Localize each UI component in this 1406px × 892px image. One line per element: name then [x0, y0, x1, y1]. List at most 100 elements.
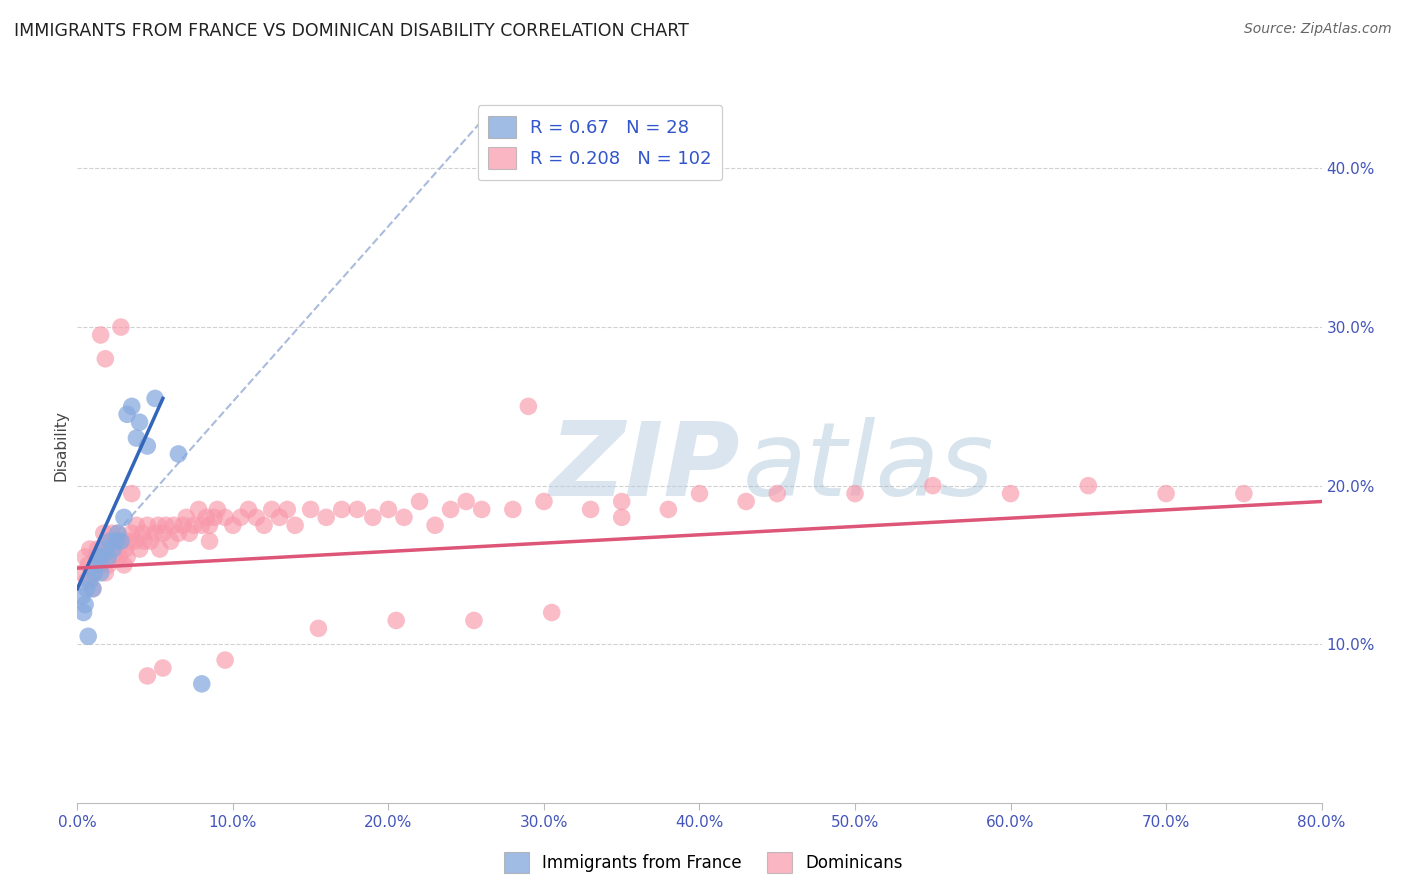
Point — [152, 661, 174, 675]
Point — [77, 629, 100, 643]
Y-axis label: Disability: Disability — [53, 410, 69, 482]
Point — [101, 542, 124, 557]
Point — [610, 494, 633, 508]
Point — [152, 526, 174, 541]
Point — [83, 566, 105, 580]
Point — [385, 614, 408, 628]
Legend: Immigrants from France, Dominicans: Immigrants from France, Dominicans — [496, 846, 910, 880]
Point — [921, 478, 943, 492]
Point — [75, 598, 97, 612]
Point — [139, 534, 162, 549]
Text: atlas: atlas — [742, 417, 994, 517]
Point — [1233, 486, 1256, 500]
Point — [579, 502, 602, 516]
Point — [276, 502, 298, 516]
Point — [361, 510, 384, 524]
Point — [125, 518, 148, 533]
Point — [107, 526, 129, 541]
Point — [155, 518, 177, 533]
Point — [207, 502, 229, 516]
Point — [222, 518, 245, 533]
Point — [502, 502, 524, 516]
Point — [76, 582, 98, 596]
Point — [149, 542, 172, 557]
Point — [101, 549, 124, 564]
Point — [110, 320, 132, 334]
Point — [94, 542, 117, 557]
Point — [456, 494, 478, 508]
Point — [214, 510, 236, 524]
Point — [115, 407, 138, 421]
Point — [118, 534, 141, 549]
Point — [143, 526, 166, 541]
Point — [82, 582, 104, 596]
Point — [105, 534, 128, 549]
Point — [408, 494, 430, 508]
Point — [167, 526, 190, 541]
Point — [128, 542, 150, 557]
Point — [167, 447, 190, 461]
Text: IMMIGRANTS FROM FRANCE VS DOMINICAN DISABILITY CORRELATION CHART: IMMIGRANTS FROM FRANCE VS DOMINICAN DISA… — [14, 22, 689, 40]
Point — [657, 502, 679, 516]
Point — [148, 518, 170, 533]
Point — [70, 590, 93, 604]
Point — [115, 549, 138, 564]
Point — [90, 558, 112, 572]
Point — [77, 558, 100, 572]
Point — [87, 549, 110, 564]
Point — [1154, 486, 1177, 500]
Point — [540, 606, 562, 620]
Point — [112, 510, 135, 524]
Point — [110, 534, 132, 549]
Point — [79, 542, 101, 557]
Point — [124, 534, 146, 549]
Point — [260, 502, 283, 516]
Point — [107, 526, 129, 541]
Point — [198, 518, 221, 533]
Point — [110, 534, 132, 549]
Point — [183, 518, 205, 533]
Text: Source: ZipAtlas.com: Source: ZipAtlas.com — [1244, 22, 1392, 37]
Point — [108, 549, 131, 564]
Point — [75, 549, 97, 564]
Point — [131, 526, 153, 541]
Point — [79, 574, 101, 588]
Point — [284, 518, 307, 533]
Point — [174, 510, 197, 524]
Point — [187, 502, 209, 516]
Point — [94, 566, 117, 580]
Point — [238, 502, 260, 516]
Point — [163, 518, 186, 533]
Point — [83, 566, 105, 580]
Point — [346, 502, 368, 516]
Point — [98, 534, 121, 549]
Point — [245, 510, 267, 524]
Point — [253, 518, 276, 533]
Legend: R = 0.67   N = 28, R = 0.208   N = 102: R = 0.67 N = 28, R = 0.208 N = 102 — [478, 105, 723, 180]
Point — [100, 526, 122, 541]
Point — [98, 534, 121, 549]
Point — [377, 502, 399, 516]
Point — [136, 669, 159, 683]
Point — [330, 502, 353, 516]
Point — [143, 392, 166, 406]
Point — [90, 566, 112, 580]
Point — [229, 510, 252, 524]
Point — [76, 574, 98, 588]
Point — [392, 510, 415, 524]
Point — [202, 510, 225, 524]
Point — [735, 494, 758, 508]
Point — [97, 549, 120, 564]
Point — [82, 582, 104, 596]
Point — [105, 534, 128, 549]
Point — [299, 502, 322, 516]
Point — [766, 486, 789, 500]
Point — [86, 542, 108, 557]
Point — [93, 526, 115, 541]
Point — [1077, 478, 1099, 492]
Point — [198, 534, 221, 549]
Point — [94, 351, 117, 366]
Point — [128, 415, 150, 429]
Point — [114, 542, 136, 557]
Point — [471, 502, 494, 516]
